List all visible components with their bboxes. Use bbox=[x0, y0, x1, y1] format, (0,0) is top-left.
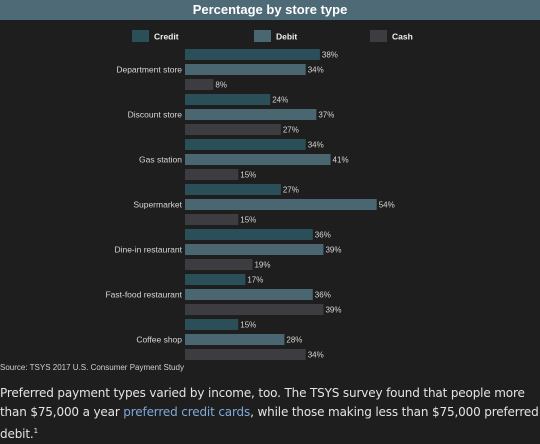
bar-cash bbox=[185, 79, 214, 90]
bar-debit bbox=[185, 64, 306, 75]
caption-paragraph: Preferred payment types varied by income… bbox=[0, 384, 540, 444]
chart-title: Percentage by store type bbox=[0, 0, 540, 20]
bar-cash bbox=[185, 214, 239, 225]
bar-debit bbox=[185, 154, 331, 165]
legend-swatch-debit bbox=[254, 30, 271, 42]
data-label: 34% bbox=[308, 351, 324, 360]
category-label: Department store bbox=[116, 65, 182, 75]
bar-debit bbox=[185, 199, 377, 210]
data-label: 27% bbox=[283, 186, 299, 195]
bar-credit bbox=[185, 94, 271, 105]
bar-credit bbox=[185, 229, 313, 240]
bar-debit bbox=[185, 244, 324, 255]
bar-credit bbox=[185, 49, 320, 60]
category-label: Fast-food restaurant bbox=[105, 290, 182, 300]
caption-text-start: Preferred payment types varied by income… bbox=[0, 386, 525, 419]
category-label: Coffee shop bbox=[136, 335, 182, 345]
category-label: Discount store bbox=[128, 110, 183, 120]
data-label: 39% bbox=[325, 246, 341, 255]
bar-cash bbox=[185, 124, 281, 135]
category-label: Gas station bbox=[139, 155, 182, 165]
source-note: Source: TSYS 2017 U.S. Consumer Payment … bbox=[0, 363, 184, 372]
data-label: 24% bbox=[272, 96, 288, 105]
footnote-marker[interactable]: 1 bbox=[33, 427, 38, 435]
legend-label-cash: Cash bbox=[392, 32, 413, 42]
data-label: 38% bbox=[322, 51, 338, 60]
legend-swatch-credit bbox=[132, 30, 149, 42]
data-label: 19% bbox=[254, 261, 270, 270]
legend-label-credit: Credit bbox=[154, 32, 179, 42]
bar-cash bbox=[185, 169, 239, 180]
data-label: 36% bbox=[315, 291, 331, 300]
bar-cash bbox=[185, 304, 324, 315]
data-label: 8% bbox=[215, 81, 227, 90]
data-label: 15% bbox=[240, 171, 256, 180]
data-label: 41% bbox=[333, 156, 349, 165]
bar-credit bbox=[185, 139, 306, 150]
legend-swatch-cash bbox=[370, 30, 387, 42]
bar-credit bbox=[185, 319, 239, 330]
data-label: 15% bbox=[240, 216, 256, 225]
bar-cash bbox=[185, 259, 253, 270]
preferred-credit-cards-link[interactable]: preferred credit cards bbox=[123, 405, 251, 419]
data-label: 27% bbox=[283, 126, 299, 135]
bar-debit bbox=[185, 334, 285, 345]
data-label: 17% bbox=[247, 276, 263, 285]
bar-debit bbox=[185, 289, 313, 300]
legend-label-debit: Debit bbox=[276, 32, 297, 42]
data-label: 34% bbox=[308, 141, 324, 150]
data-label: 37% bbox=[318, 111, 334, 120]
bar-chart: Credit Debit Cash Department store 38% 34% 8% D… bbox=[105, 30, 413, 360]
data-label: 28% bbox=[286, 336, 302, 345]
bar-debit bbox=[185, 109, 317, 120]
data-label: 54% bbox=[379, 201, 395, 210]
data-label: 15% bbox=[240, 321, 256, 330]
data-label: 39% bbox=[325, 306, 341, 315]
category-label: Supermarket bbox=[133, 200, 182, 210]
bar-cash bbox=[185, 349, 306, 360]
bar-credit bbox=[185, 184, 281, 195]
bar-credit bbox=[185, 274, 246, 285]
category-label: Dine-in restaurant bbox=[114, 245, 182, 255]
data-label: 36% bbox=[315, 231, 331, 240]
data-label: 34% bbox=[308, 66, 324, 75]
